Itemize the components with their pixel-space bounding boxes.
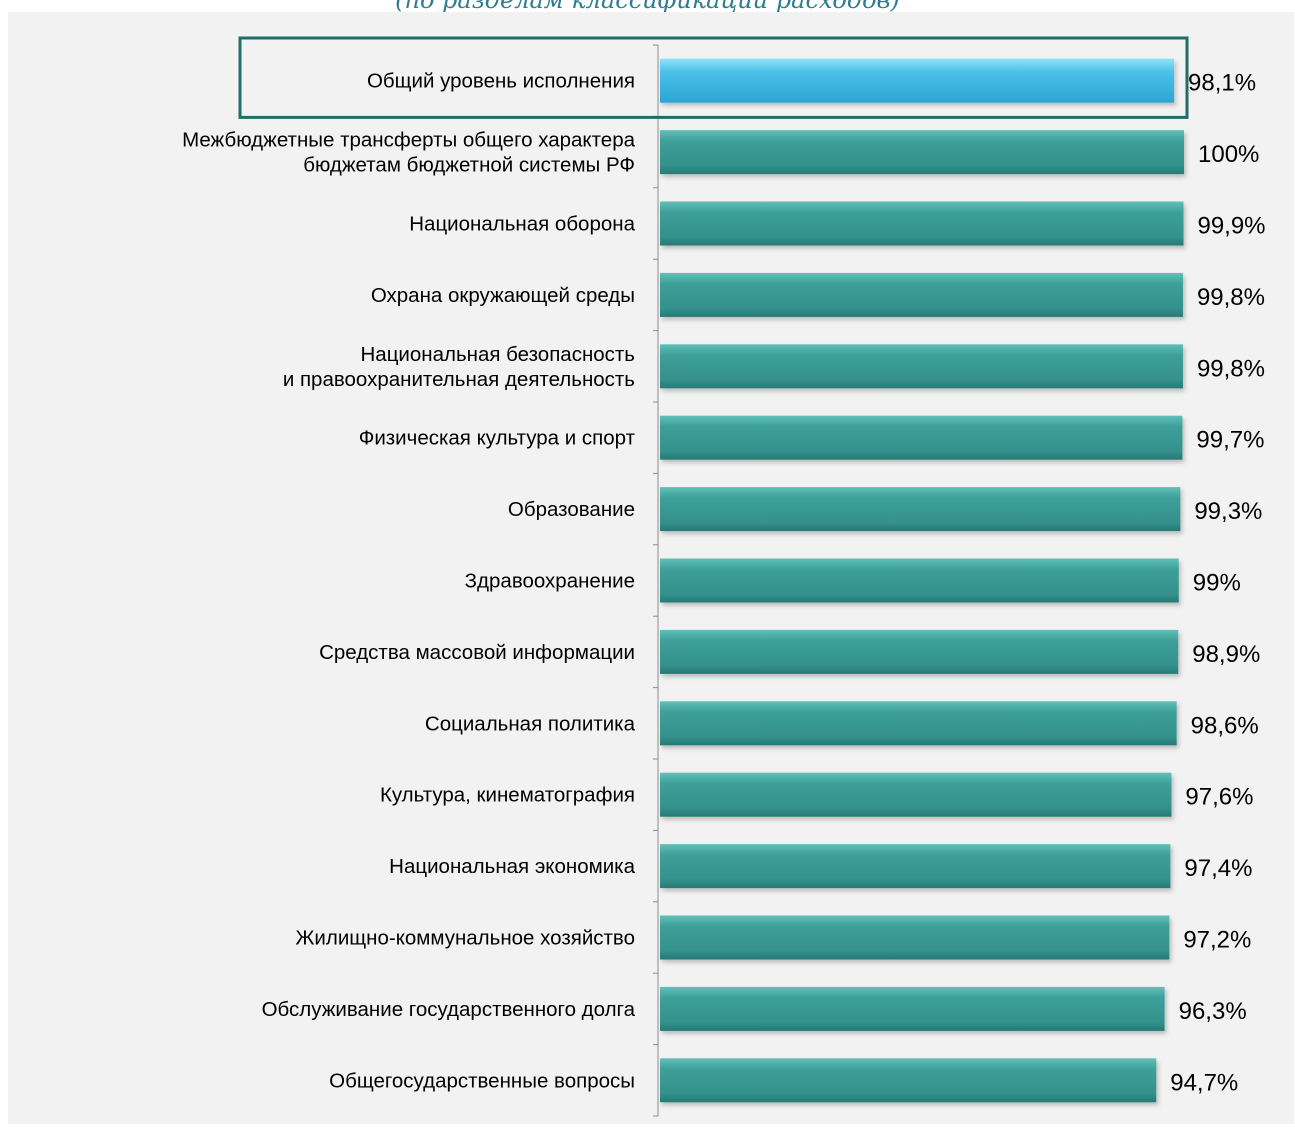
bar [660, 1058, 1157, 1103]
category-label: Социальная политика [425, 712, 636, 735]
value-label: 96,3% [1179, 998, 1247, 1025]
bar [660, 844, 1171, 889]
value-label: 94,7% [1170, 1069, 1238, 1096]
category-label: Жилищно-коммунальное хозяйство [295, 927, 635, 950]
bar [660, 344, 1183, 389]
bar [660, 272, 1183, 317]
value-label: 98,9% [1192, 641, 1260, 668]
value-label: 99,8% [1197, 284, 1265, 311]
category-label: Общий уровень исполнения [367, 70, 635, 93]
chart-title: (по разделам классификации расходов) [0, 0, 1295, 12]
bar [660, 415, 1183, 460]
value-label: 99,7% [1196, 427, 1264, 454]
value-label: 97,4% [1184, 855, 1252, 882]
value-label: 99,9% [1197, 213, 1265, 240]
value-label: 100% [1198, 141, 1259, 168]
bar [660, 701, 1177, 746]
category-label: Средства массовой информации [319, 641, 635, 664]
chart-title-strip: (по разделам классификации расходов) [0, 0, 1295, 12]
bar [660, 772, 1172, 817]
value-label: 98,1% [1188, 70, 1256, 97]
bar [660, 130, 1184, 175]
value-label: 99% [1193, 570, 1241, 597]
bar [660, 915, 1170, 960]
category-label: Национальная безопасность и правоохраните… [283, 343, 635, 391]
bar [660, 201, 1184, 246]
value-label: 98,6% [1191, 712, 1259, 739]
bar [660, 558, 1179, 603]
value-label: 97,2% [1183, 927, 1251, 954]
category-label: Национальная экономика [389, 855, 635, 878]
category-label: Образование [508, 498, 635, 521]
highlight-frame [238, 36, 1189, 119]
value-label: 99,8% [1197, 355, 1265, 382]
category-label: Культура, кинематография [380, 784, 635, 807]
bar [660, 629, 1179, 674]
category-label: Национальная оборона [409, 213, 635, 236]
value-label: 99,3% [1194, 498, 1262, 525]
value-label: 97,6% [1185, 784, 1253, 811]
bar [660, 487, 1181, 532]
category-label: Здравоохранение [465, 570, 635, 593]
category-label: Общегосударственные вопросы [329, 1069, 635, 1092]
category-label: Межбюджетные трансферты общего характера… [182, 129, 636, 177]
category-label: Охрана окружающей среды [371, 284, 635, 307]
bar [660, 986, 1165, 1031]
bar-highlight [660, 58, 1175, 103]
category-label: Обслуживание государственного долга [262, 998, 636, 1021]
category-label: Физическая культура и спорт [359, 427, 636, 450]
